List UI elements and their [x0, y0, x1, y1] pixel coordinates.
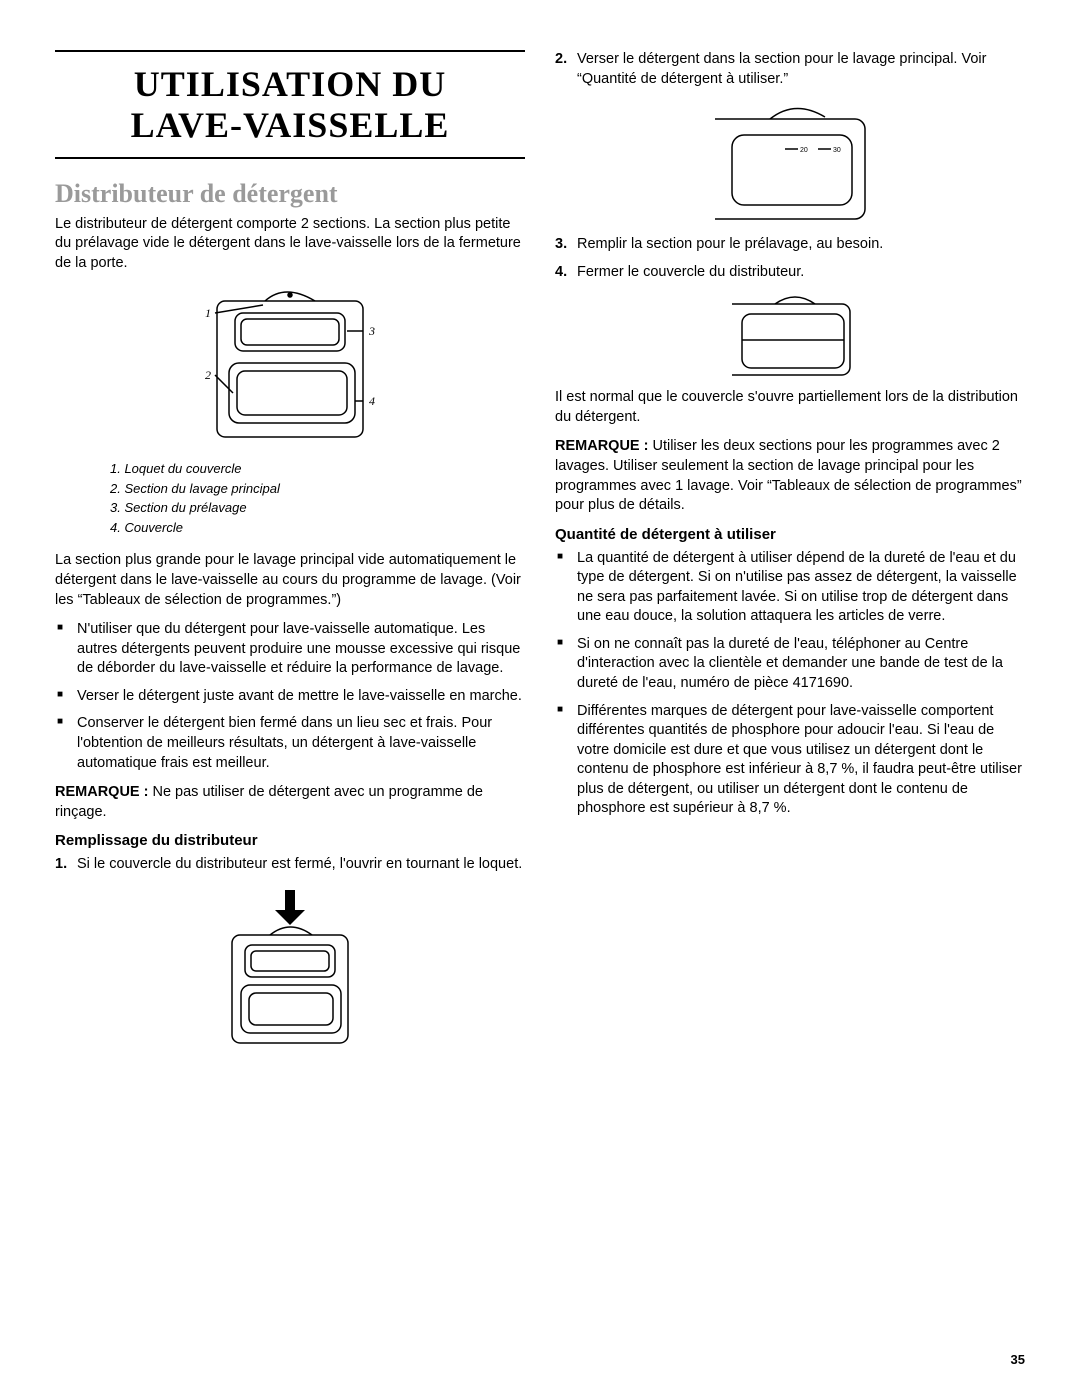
step-2: 2. Verser le détergent dans la section p…	[577, 50, 1025, 89]
note-1: REMARQUE : Ne pas utiliser de détergent …	[55, 783, 525, 822]
dispenser-diagram-closed	[720, 292, 860, 382]
page-columns: UTILISATION DU LAVE-VAISSELLE Distribute…	[55, 50, 1025, 1061]
page-number: 35	[1011, 1352, 1025, 1367]
dispenser-diagram-callouts: 1 2 3 4	[175, 283, 405, 453]
step-1-num: 1.	[55, 855, 67, 875]
right-column: 2. Verser le détergent dans la section p…	[555, 50, 1025, 1061]
callout-1: 1	[205, 306, 211, 320]
dispenser-diagram-open	[215, 885, 365, 1055]
step-2-num: 2.	[555, 50, 567, 70]
bullet-list-2: La quantité de détergent à utiliser dépe…	[555, 549, 1025, 819]
note-1-label: REMARQUE :	[55, 784, 152, 800]
legend-3: 3. Section du prélavage	[110, 498, 525, 518]
step-1-text: Si le couvercle du distributeur est ferm…	[77, 856, 522, 872]
left-column: UTILISATION DU LAVE-VAISSELLE Distribute…	[55, 50, 525, 1061]
main-title-block: UTILISATION DU LAVE-VAISSELLE	[55, 50, 525, 159]
steps-right-top: 2. Verser le détergent dans la section p…	[555, 50, 1025, 89]
mark-20: 20	[800, 147, 808, 154]
diagram-legend: 1. Loquet du couvercle 2. Section du lav…	[110, 459, 525, 537]
step-3: 3. Remplir la section pour le prélavage,…	[577, 235, 1025, 255]
paragraph-normal: Il est normal que le couvercle s'ouvre p…	[555, 388, 1025, 427]
legend-4: 4. Couvercle	[110, 518, 525, 538]
intro-paragraph: Le distributeur de détergent comporte 2 …	[55, 215, 525, 274]
dispenser-diagram-pour: 20 30	[700, 99, 880, 229]
legend-2: 2. Section du lavage principal	[110, 479, 525, 499]
bullet2-1: La quantité de détergent à utiliser dépe…	[577, 549, 1025, 627]
main-title-line2: LAVE-VAISSELLE	[55, 105, 525, 146]
subheading-quantite: Quantité de détergent à utiliser	[555, 526, 1025, 543]
step-4-text: Fermer le couvercle du distributeur.	[577, 264, 804, 280]
bullet-2: Verser le détergent juste avant de mettr…	[77, 687, 525, 707]
note-2: REMARQUE : Utiliser les deux sections po…	[555, 437, 1025, 515]
bullet2-2: Si on ne connaît pas la dureté de l'eau,…	[577, 635, 1025, 694]
legend-1: 1. Loquet du couvercle	[110, 459, 525, 479]
step-4: 4. Fermer le couvercle du distributeur.	[577, 263, 1025, 283]
subheading-remplissage: Remplissage du distributeur	[55, 832, 525, 849]
bullet2-3: Différentes marques de détergent pour la…	[577, 702, 1025, 819]
callout-2: 2	[205, 368, 211, 382]
steps-left: 1. Si le couvercle du distributeur est f…	[55, 855, 525, 875]
step-4-num: 4.	[555, 263, 567, 283]
note-2-label: REMARQUE :	[555, 438, 652, 454]
steps-right-bottom: 3. Remplir la section pour le prélavage,…	[555, 235, 1025, 282]
bullet-3: Conserver le détergent bien fermé dans u…	[77, 714, 525, 773]
step-3-num: 3.	[555, 235, 567, 255]
callout-4: 4	[369, 394, 375, 408]
paragraph-2: La section plus grande pour le lavage pr…	[55, 551, 525, 610]
bullet-1: N'utiliser que du détergent pour lave-va…	[77, 620, 525, 679]
bullet-list-1: N'utiliser que du détergent pour lave-va…	[55, 620, 525, 773]
step-1: 1. Si le couvercle du distributeur est f…	[77, 855, 525, 875]
callout-3: 3	[368, 324, 375, 338]
step-3-text: Remplir la section pour le prélavage, au…	[577, 236, 883, 252]
mark-30: 30	[833, 147, 841, 154]
section-title: Distributeur de détergent	[55, 179, 525, 209]
main-title-line1: UTILISATION DU	[55, 64, 525, 105]
step-2-text: Verser le détergent dans la section pour…	[577, 51, 986, 87]
